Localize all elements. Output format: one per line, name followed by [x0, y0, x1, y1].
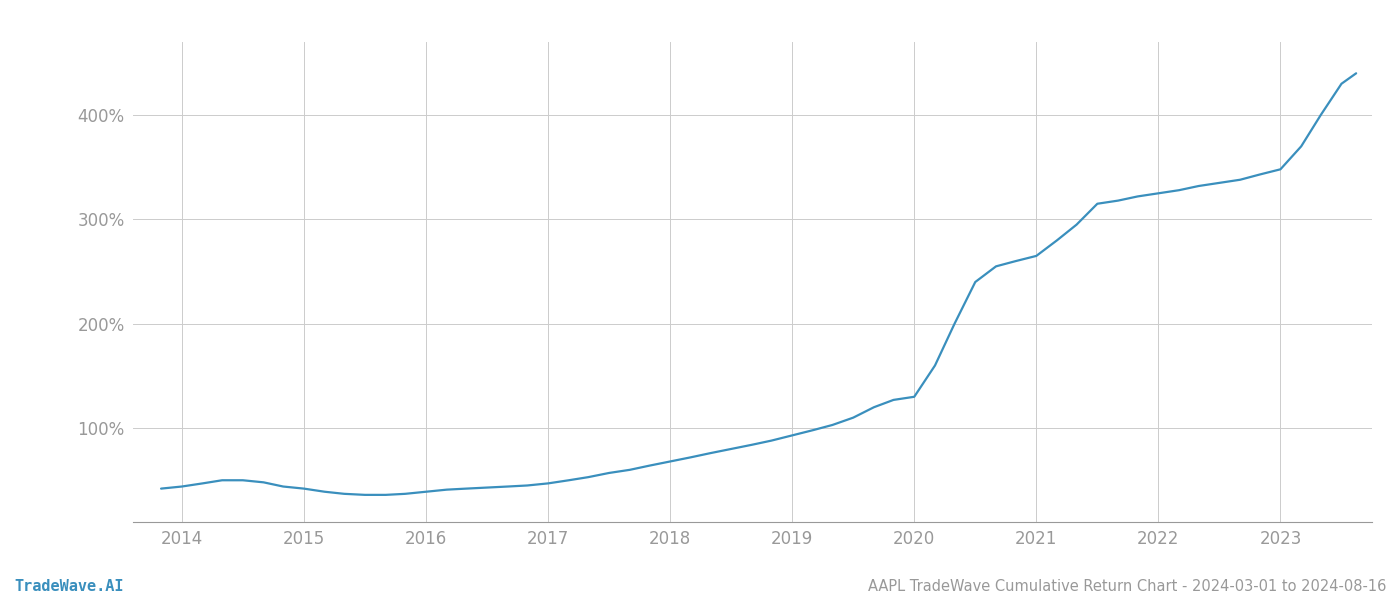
Text: AAPL TradeWave Cumulative Return Chart - 2024-03-01 to 2024-08-16: AAPL TradeWave Cumulative Return Chart -…: [868, 579, 1386, 594]
Text: TradeWave.AI: TradeWave.AI: [14, 579, 123, 594]
